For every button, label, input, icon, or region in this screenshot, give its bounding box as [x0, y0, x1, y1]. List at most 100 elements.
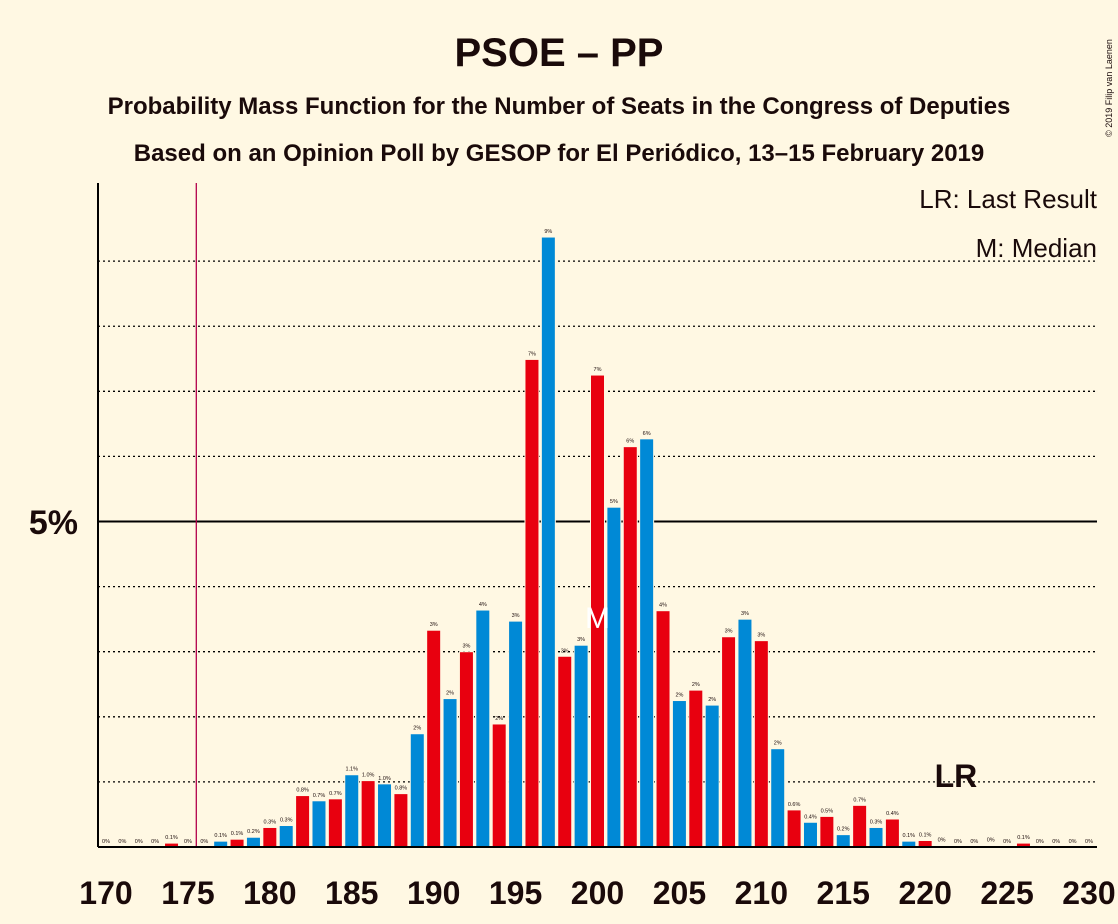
x-tick-label: 170	[79, 875, 132, 911]
legend-median: M: Median	[976, 233, 1097, 263]
bar-label-seat-229: 0%	[1069, 839, 1077, 845]
x-tick-label: 180	[243, 875, 296, 911]
y-tick-label-5pct: 5%	[29, 504, 78, 542]
bar-label-seat-208: 3%	[725, 629, 733, 635]
bar-label-seat-176: 0%	[200, 839, 208, 845]
bar-label-seat-183: 0.7%	[313, 793, 326, 799]
x-tick-label: 215	[817, 875, 870, 911]
bar-seat-190	[426, 629, 442, 848]
bar-label-seat-230: 0%	[1085, 839, 1093, 845]
x-tick-label: 190	[407, 875, 460, 911]
bar-label-seat-201: 5%	[610, 499, 618, 505]
chart-subtitle: Probability Mass Function for the Number…	[108, 93, 1011, 120]
bar-seat-192	[458, 651, 474, 848]
bar-seat-183	[311, 800, 327, 848]
bar-label-seat-174: 0.1%	[165, 835, 178, 841]
bar-seat-214	[819, 815, 835, 848]
bar-label-seat-209: 3%	[741, 611, 749, 617]
x-tick-label: 225	[980, 875, 1033, 911]
bar-seat-205	[671, 700, 687, 848]
bar-seat-188	[393, 793, 409, 848]
bar-label-seat-207: 2%	[708, 697, 716, 703]
bar-label-seat-170: 0%	[102, 839, 110, 845]
bar-seat-181	[278, 825, 294, 848]
bar-label-seat-195: 3%	[512, 613, 520, 619]
bar-seat-191	[442, 698, 458, 848]
bar-seat-207	[704, 704, 720, 848]
bar-label-seat-198: 3%	[561, 648, 569, 654]
bar-label-seat-211: 2%	[774, 741, 782, 747]
x-tick-label: 230	[1062, 875, 1115, 911]
bar-label-seat-179: 0.2%	[247, 829, 260, 835]
median-marker: M	[585, 602, 610, 635]
bar-seat-199	[573, 644, 589, 848]
bar-label-seat-213: 0.4%	[804, 814, 817, 820]
chart-title: PSOE – PP	[455, 31, 664, 75]
bar-seat-206	[688, 689, 704, 848]
bar-label-seat-172: 0%	[135, 839, 143, 845]
x-tick-label: 195	[489, 875, 542, 911]
bar-label-seat-203: 6%	[643, 431, 651, 437]
bar-label-seat-188: 0.8%	[395, 786, 408, 792]
bar-seat-180	[262, 826, 278, 848]
bar-label-seat-202: 6%	[626, 439, 634, 445]
bar-seat-193	[475, 609, 491, 848]
bar-label-seat-218: 0.4%	[886, 811, 899, 817]
bar-label-seat-226: 0.1%	[1017, 835, 1030, 841]
bar-label-seat-216: 0.7%	[853, 797, 866, 803]
x-tick-label: 220	[898, 875, 951, 911]
bar-label-seat-227: 0%	[1036, 839, 1044, 845]
bar-label-seat-184: 0.7%	[329, 791, 342, 797]
bar-label-seat-192: 3%	[462, 644, 470, 650]
x-tick-label: 185	[325, 875, 378, 911]
bar-label-seat-214: 0.5%	[821, 808, 834, 814]
x-tick-label: 205	[653, 875, 706, 911]
bar-label-seat-217: 0.3%	[870, 819, 883, 825]
bar-seat-187	[377, 783, 393, 848]
bar-seat-203	[639, 438, 655, 848]
bar-label-seat-215: 0.2%	[837, 827, 850, 833]
copyright-text: © 2019 Filip van Laenen	[1104, 39, 1114, 137]
bar-seat-201	[606, 506, 622, 848]
bar-seat-208	[721, 636, 737, 848]
x-tick-label: 210	[735, 875, 788, 911]
bar-seat-195	[508, 620, 524, 848]
bar-seat-198	[557, 655, 573, 848]
bar-label-seat-180: 0.3%	[264, 819, 277, 825]
bar-seat-204	[655, 610, 671, 848]
bar-label-seat-177: 0.1%	[214, 833, 227, 839]
bar-seat-210	[753, 640, 769, 848]
bar-label-seat-199: 3%	[577, 637, 585, 643]
bar-seat-209	[737, 618, 753, 848]
bar-label-seat-175: 0%	[184, 839, 192, 845]
bar-seat-186	[360, 780, 376, 848]
bar-label-seat-190: 3%	[430, 622, 438, 628]
bar-label-seat-171: 0%	[118, 839, 126, 845]
bar-label-seat-187: 1.0%	[378, 776, 391, 782]
legend-last-result: LR: Last Result	[919, 184, 1098, 214]
bar-seat-184	[327, 798, 343, 848]
bar-label-seat-181: 0.3%	[280, 818, 293, 824]
bar-seat-211	[770, 748, 786, 848]
bar-label-seat-205: 2%	[675, 693, 683, 699]
bar-label-seat-191: 2%	[446, 691, 454, 697]
bar-label-seat-173: 0%	[151, 839, 159, 845]
x-tick-label: 175	[161, 875, 214, 911]
bar-seat-212	[786, 809, 802, 848]
bar-label-seat-206: 2%	[692, 682, 700, 688]
bar-label-seat-212: 0.6%	[788, 802, 801, 808]
chart-subtitle-2: Based on an Opinion Poll by GESOP for El…	[134, 140, 985, 167]
bar-label-seat-186: 1.0%	[362, 773, 375, 779]
bar-seat-178	[229, 838, 245, 848]
bar-seat-196	[524, 358, 540, 848]
bar-seat-182	[295, 795, 311, 848]
bar-label-seat-200: 7%	[594, 367, 602, 373]
x-tick-label: 200	[571, 875, 624, 911]
bar-seat-185	[344, 774, 360, 848]
bar-seat-197	[540, 236, 556, 848]
bar-label-seat-228: 0%	[1052, 839, 1060, 845]
bar-label-seat-196: 7%	[528, 351, 536, 357]
bar-seat-202	[622, 446, 638, 848]
